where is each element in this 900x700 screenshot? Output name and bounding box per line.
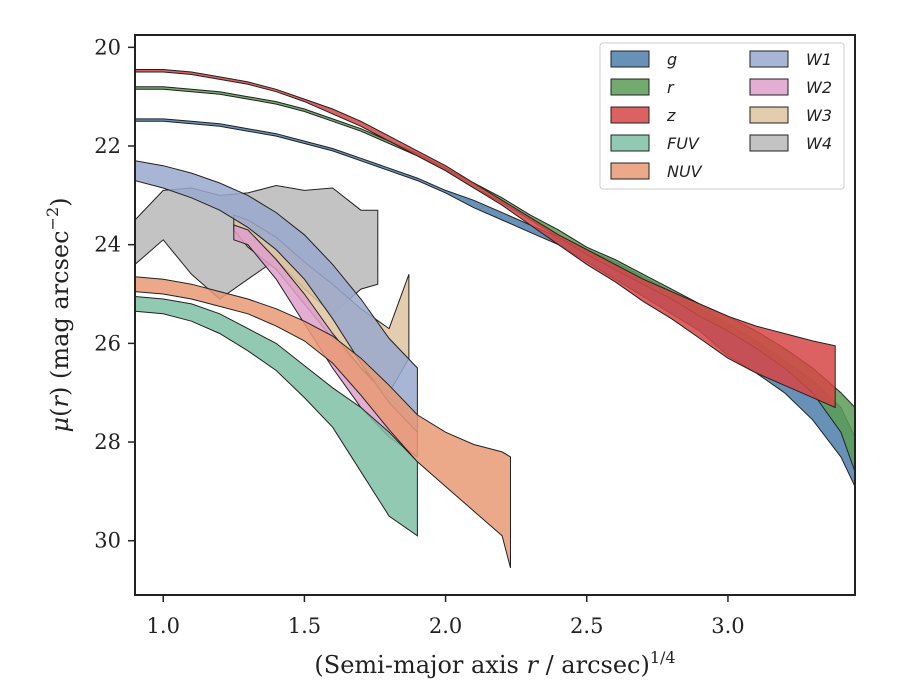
- y-tick-label: 26: [94, 331, 121, 355]
- legend-label-r: r: [667, 78, 675, 97]
- series-band-g: [135, 118, 855, 487]
- series-band-fuv: [135, 295, 418, 537]
- legend-label-w2: W2: [806, 78, 832, 97]
- legend-swatch-nuv: [610, 162, 650, 180]
- legend-swatch-w4: [749, 134, 789, 152]
- legend-label-w4: W4: [806, 134, 832, 153]
- y-axis: 20 22 24 26 28 30: [94, 35, 135, 553]
- y-tick-label: 24: [94, 233, 121, 257]
- legend-swatch-w2: [749, 78, 789, 96]
- y-tick-label: 20: [94, 35, 121, 59]
- x-tick-label: 1.0: [147, 614, 180, 638]
- series-bands: [135, 69, 855, 569]
- x-tick-label: 3.0: [711, 614, 744, 638]
- legend-swatch-fuv: [610, 134, 650, 152]
- x-tick-label: 2.5: [570, 614, 603, 638]
- x-axis: 1.0 1.5 2.0 2.5 3.0: [147, 595, 745, 638]
- legend-swatch-w3: [749, 106, 789, 124]
- legend-label-w3: W3: [806, 106, 832, 125]
- y-axis-title: μ(r) (mag arcsec−2): [43, 197, 74, 432]
- legend-label-fuv: FUV: [667, 134, 700, 153]
- x-tick-label: 1.5: [288, 614, 321, 638]
- legend-label-g: g: [667, 50, 677, 69]
- plot-frame: [134, 34, 856, 596]
- y-tick-label: 28: [94, 430, 121, 454]
- series-band-z: [135, 69, 836, 409]
- y-tick-label: 22: [94, 134, 121, 158]
- legend-label-nuv: NUV: [667, 162, 703, 181]
- legend: grz FUV NUV W1 W2 W3 W4: [599, 42, 845, 190]
- legend-swatch-z: [610, 106, 650, 124]
- legend-swatch-g: [610, 50, 650, 68]
- y-tick-label: 30: [94, 529, 121, 553]
- legend-label-w1: W1: [806, 50, 832, 69]
- x-tick-label: 2.0: [429, 614, 462, 638]
- legend-swatch-r: [610, 78, 650, 96]
- x-axis-title: (Semi-major axis r / arcsec)1/4: [314, 648, 675, 679]
- legend-swatch-w1: [749, 50, 789, 68]
- series-band-nuv: [135, 276, 511, 569]
- legend-label-z: z: [666, 106, 676, 125]
